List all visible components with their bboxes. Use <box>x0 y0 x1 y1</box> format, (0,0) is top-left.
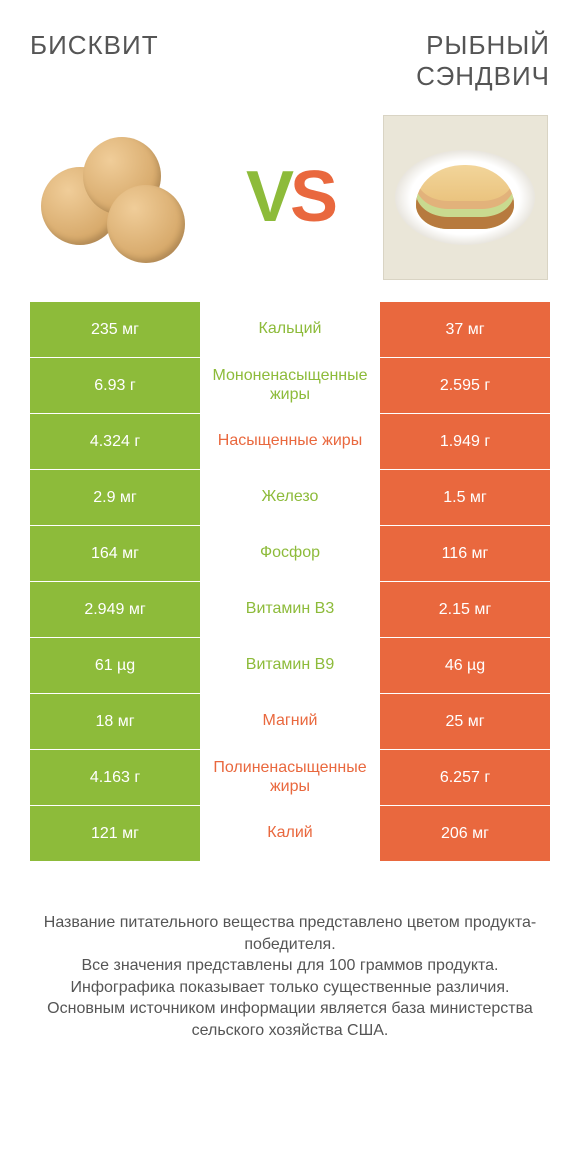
header: БИСКВИТ РЫБНЫЙ СЭНДВИЧ <box>0 0 580 102</box>
table-row: 235 мгКальций37 мг <box>30 302 550 358</box>
value-right: 2.15 мг <box>380 582 550 637</box>
comparison-table: 235 мгКальций37 мг6.93 гМононенасыщенные… <box>30 302 550 862</box>
value-right: 2.595 г <box>380 358 550 413</box>
nutrient-label: Фосфор <box>200 526 380 581</box>
value-right: 37 мг <box>380 302 550 357</box>
vs-label: VS <box>246 156 334 238</box>
nutrient-label: Кальций <box>200 302 380 357</box>
nutrient-label: Мононенасыщенные жиры <box>200 358 380 413</box>
value-left: 4.324 г <box>30 414 200 469</box>
images-row: VS <box>0 102 580 302</box>
value-left: 61 µg <box>30 638 200 693</box>
value-left: 18 мг <box>30 694 200 749</box>
table-row: 2.9 мгЖелезо1.5 мг <box>30 470 550 526</box>
vs-s: S <box>290 157 334 237</box>
nutrient-label: Железо <box>200 470 380 525</box>
footer-line: Инфографика показывает только существенн… <box>30 977 550 999</box>
value-right: 116 мг <box>380 526 550 581</box>
table-row: 61 µgВитамин B946 µg <box>30 638 550 694</box>
nutrient-label: Витамин B3 <box>200 582 380 637</box>
table-row: 4.163 гПолиненасыщенные жиры6.257 г <box>30 750 550 806</box>
title-right: РЫБНЫЙ СЭНДВИЧ <box>330 30 550 92</box>
biscuit-icon <box>35 127 195 267</box>
value-right: 6.257 г <box>380 750 550 805</box>
value-right: 206 мг <box>380 806 550 861</box>
nutrient-label: Полиненасыщенные жиры <box>200 750 380 805</box>
nutrient-label: Калий <box>200 806 380 861</box>
footer-line: Все значения представлены для 100 граммо… <box>30 955 550 977</box>
value-left: 121 мг <box>30 806 200 861</box>
nutrient-label: Витамин B9 <box>200 638 380 693</box>
value-left: 235 мг <box>30 302 200 357</box>
table-row: 164 мгФосфор116 мг <box>30 526 550 582</box>
footer-line: Основным источником информации является … <box>30 998 550 1041</box>
food-image-right <box>380 112 550 282</box>
table-row: 6.93 гМононенасыщенные жиры2.595 г <box>30 358 550 414</box>
value-left: 2.9 мг <box>30 470 200 525</box>
footer-notes: Название питательного вещества представл… <box>0 862 580 1062</box>
value-left: 164 мг <box>30 526 200 581</box>
table-row: 121 мгКалий206 мг <box>30 806 550 862</box>
value-left: 6.93 г <box>30 358 200 413</box>
value-left: 2.949 мг <box>30 582 200 637</box>
table-row: 18 мгМагний25 мг <box>30 694 550 750</box>
nutrient-label: Магний <box>200 694 380 749</box>
value-right: 1.949 г <box>380 414 550 469</box>
vs-v: V <box>246 157 290 237</box>
sandwich-icon <box>383 115 548 280</box>
value-left: 4.163 г <box>30 750 200 805</box>
value-right: 46 µg <box>380 638 550 693</box>
value-right: 1.5 мг <box>380 470 550 525</box>
footer-line: Название питательного вещества представл… <box>30 912 550 955</box>
nutrient-label: Насыщенные жиры <box>200 414 380 469</box>
table-row: 2.949 мгВитамин B32.15 мг <box>30 582 550 638</box>
table-row: 4.324 гНасыщенные жиры1.949 г <box>30 414 550 470</box>
food-image-left <box>30 112 200 282</box>
title-left: БИСКВИТ <box>30 30 159 92</box>
value-right: 25 мг <box>380 694 550 749</box>
